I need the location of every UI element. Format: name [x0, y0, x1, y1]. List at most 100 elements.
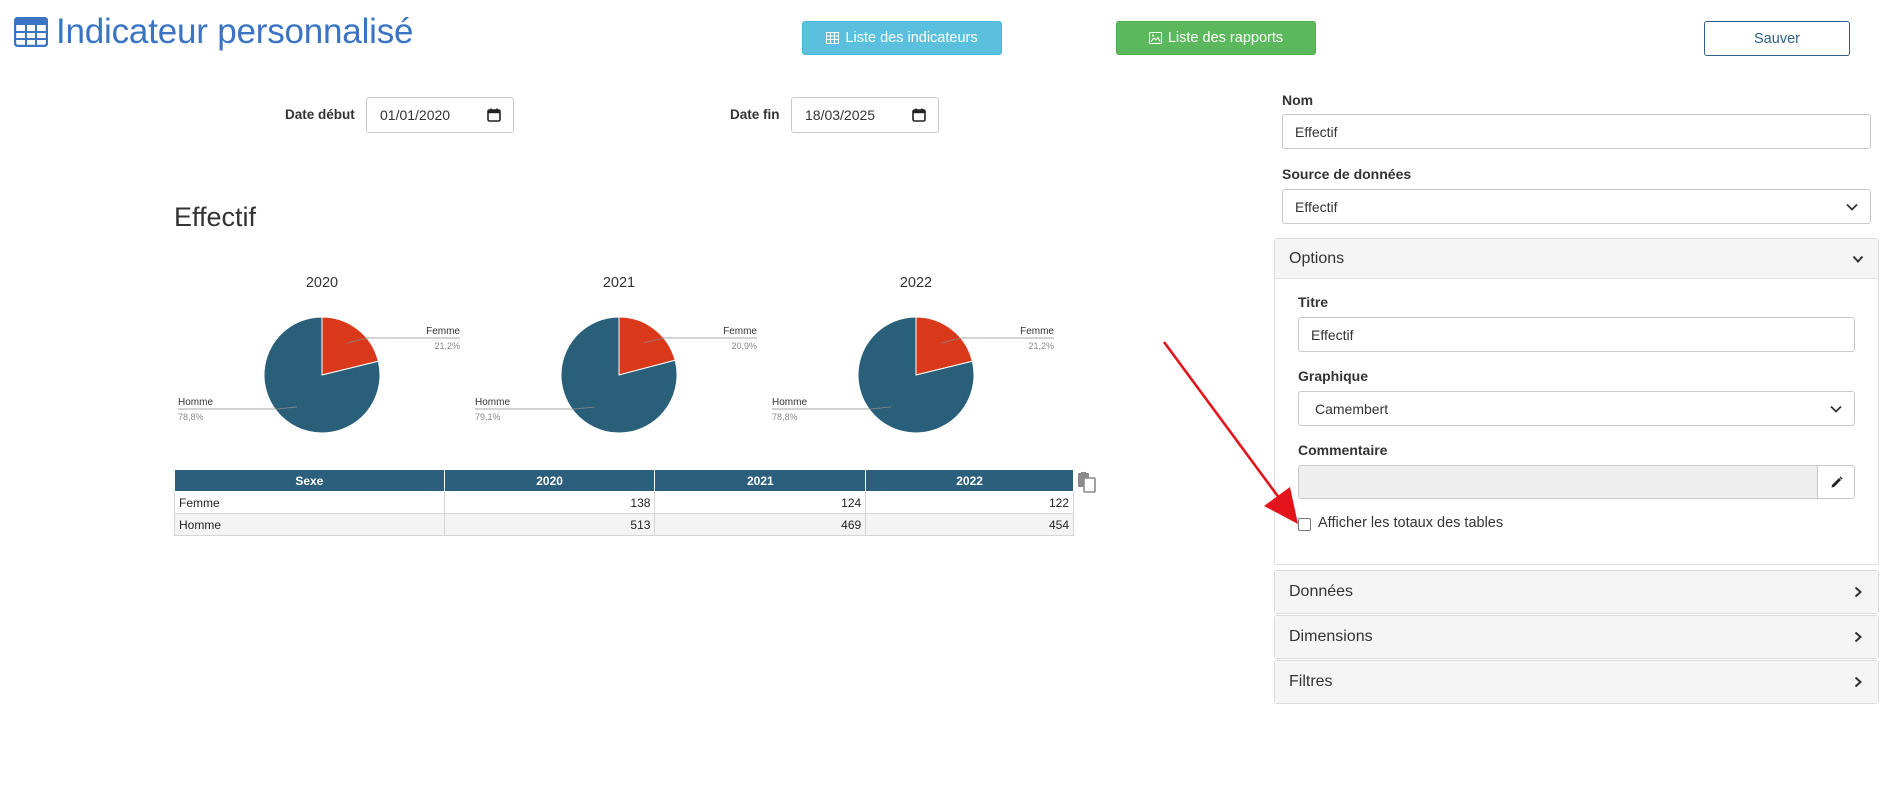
pie-slice-homme[interactable]	[263, 316, 381, 434]
calendar-icon[interactable]	[912, 108, 926, 122]
page-title: Indicateur personnalisé	[14, 12, 413, 52]
pie-svg: Femme 21,2% Homme 78,8%	[772, 316, 1054, 434]
chevron-right-icon	[1854, 631, 1862, 643]
pie-label: Homme	[772, 397, 807, 408]
chart-section-title: Effectif	[174, 202, 257, 232]
source-label: Source de données	[1282, 166, 1412, 182]
pie-value-label: 21,2%	[434, 341, 460, 351]
pencil-icon	[1831, 476, 1842, 487]
pie-label: Femme	[1020, 326, 1054, 337]
name-label: Nom	[1282, 92, 1314, 108]
name-input[interactable]: Effectif	[1282, 114, 1871, 149]
indicators-list-button[interactable]: Liste des indicateurs	[802, 21, 1002, 55]
table-cell: 124	[654, 491, 867, 514]
dimensions-panel-header[interactable]: Dimensions	[1275, 616, 1878, 658]
pie-value-label: 20,9%	[731, 341, 757, 351]
filtres-panel-title: Filtres	[1289, 673, 1333, 690]
data-table: Sexe 2020 2021 2022 Femme 138 124 122 Ho…	[174, 469, 1074, 536]
edit-comment-button[interactable]	[1817, 465, 1855, 499]
indicators-list-label: Liste des indicateurs	[845, 30, 978, 46]
save-button-label: Sauver	[1754, 30, 1800, 47]
pie-value-label: 78,8%	[772, 412, 798, 422]
pie-label-leader	[772, 406, 891, 410]
filtres-panel-header[interactable]: Filtres	[1275, 661, 1878, 703]
pie-slice-femme[interactable]	[915, 316, 973, 376]
donnees-panel-title: Données	[1289, 583, 1354, 600]
options-panel-header[interactable]: Options	[1275, 239, 1878, 279]
titre-label: Titre	[1298, 294, 1329, 310]
donnees-panel-header[interactable]: Données	[1275, 571, 1878, 613]
table-row: Femme 138 124 122	[174, 491, 1074, 514]
name-input-value: Effectif	[1295, 123, 1338, 140]
save-button[interactable]: Sauver	[1704, 21, 1850, 56]
show-totals-checkbox[interactable]	[1298, 518, 1311, 531]
image-icon	[1148, 32, 1162, 44]
pie-value-label: 21,2%	[1028, 341, 1054, 351]
dimensions-panel-title: Dimensions	[1289, 628, 1373, 645]
calendar-icon[interactable]	[487, 108, 501, 122]
chevron-down-icon	[1852, 255, 1864, 263]
titre-input-value: Effectif	[1311, 326, 1354, 343]
chevron-down-icon	[1830, 405, 1842, 413]
pie-label-leader	[178, 406, 297, 410]
end-date-label: Date fin	[730, 107, 780, 122]
commentaire-label: Commentaire	[1298, 442, 1388, 458]
pie-slice-femme[interactable]	[618, 316, 676, 376]
pie-label-leader	[475, 406, 595, 410]
table-header-cell[interactable]: 2020	[443, 469, 656, 492]
pie-label: Homme	[178, 397, 213, 408]
copy-icon[interactable]	[1077, 472, 1097, 494]
table-cell: 122	[865, 491, 1074, 514]
start-date-input[interactable]: 01/01/2020	[366, 97, 514, 133]
pie-svg: Femme 20,9% Homme 79,1%	[475, 316, 757, 434]
graphique-select-value: Camembert	[1315, 400, 1389, 417]
graphique-label: Graphique	[1298, 368, 1369, 384]
pie-label-leader	[643, 337, 757, 344]
dimensions-panel: Dimensions	[1274, 615, 1879, 659]
end-date-input[interactable]: 18/03/2025	[791, 97, 939, 133]
pie-slice-femme[interactable]	[321, 316, 379, 376]
table-cell: Femme	[174, 491, 445, 514]
pie-chart-2021: 2021 Femme 20,9% Homme 79,1%	[469, 268, 769, 438]
chevron-right-icon	[1854, 676, 1862, 688]
table-cell: 469	[654, 513, 867, 536]
reports-list-label: Liste des rapports	[1167, 30, 1284, 46]
table-cell: 138	[443, 491, 656, 514]
pie-label: Femme	[426, 326, 460, 337]
annotation-arrow	[1162, 341, 1298, 524]
page-title-text: Indicateur personnalisé	[56, 12, 414, 51]
pie-svg: Femme 21,2% Homme 78,8%	[178, 316, 460, 434]
graphique-select[interactable]: Camembert	[1298, 391, 1855, 426]
table-header-cell[interactable]: 2021	[654, 469, 867, 492]
pie-title: 2021	[602, 275, 636, 291]
table-header-row: Sexe 2020 2021 2022	[174, 469, 1074, 492]
end-date-value: 18/03/2025	[805, 107, 876, 123]
table-header-cell[interactable]: 2022	[865, 469, 1074, 492]
pie-chart-2022: 2022 Femme 21,2% Homme 78,8%	[766, 268, 1066, 438]
show-totals-label[interactable]: Afficher les totaux des tables	[1318, 515, 1504, 531]
titre-input[interactable]: Effectif	[1298, 317, 1855, 352]
chevron-right-icon	[1854, 586, 1862, 598]
pie-label-leader	[940, 337, 1054, 344]
pie-chart-2020: 2020 Femme 21,2% Homme 78,8%	[172, 268, 472, 438]
pie-slice-homme[interactable]	[857, 316, 975, 434]
start-date-label: Date début	[285, 107, 355, 122]
pie-label: Homme	[475, 397, 510, 408]
reports-list-button[interactable]: Liste des rapports	[1116, 21, 1316, 55]
pie-label-leader	[346, 337, 460, 344]
commentaire-row	[1298, 465, 1855, 499]
pie-value-label: 79,1%	[475, 412, 501, 422]
start-date-value: 01/01/2020	[380, 107, 451, 123]
source-select[interactable]: Effectif	[1282, 189, 1871, 224]
table-header-cell[interactable]: Sexe	[174, 469, 445, 492]
pie-slice-homme[interactable]	[560, 316, 678, 434]
source-select-value: Effectif	[1295, 198, 1338, 215]
pie-label: Femme	[723, 326, 757, 337]
pie-title: 2022	[899, 275, 933, 291]
filtres-panel: Filtres	[1274, 660, 1879, 704]
pie-title: 2020	[305, 275, 339, 291]
chevron-down-icon	[1846, 203, 1858, 211]
commentaire-field[interactable]	[1298, 465, 1817, 499]
pie-value-label: 78,8%	[178, 412, 204, 422]
table-cell: Homme	[174, 513, 445, 536]
